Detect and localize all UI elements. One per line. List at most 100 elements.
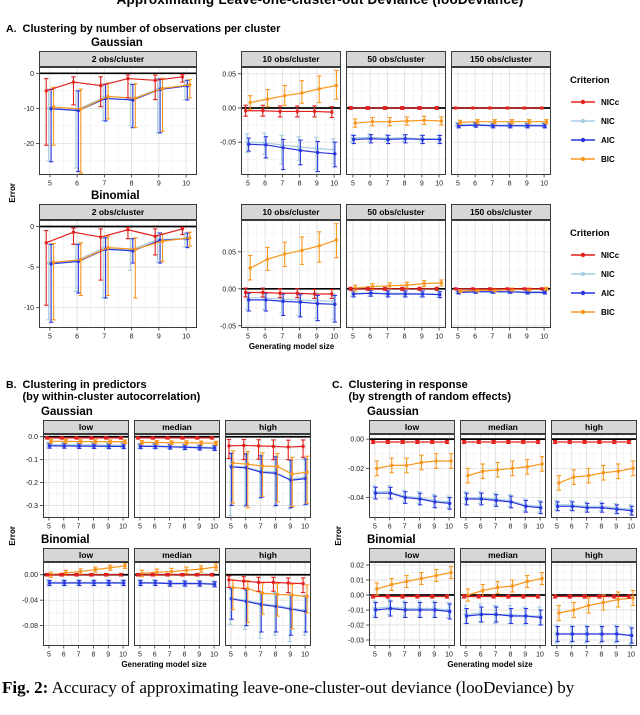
section-a-title: Clustering by number of observations per… — [22, 23, 281, 35]
facet-panel: high 5 6 7 8 9 10 — [551, 548, 637, 659]
svg-text:9: 9 — [614, 652, 618, 659]
svg-text:10: 10 — [301, 524, 309, 531]
svg-text:9: 9 — [525, 181, 529, 188]
svg-text:7: 7 — [490, 181, 494, 188]
svg-text:7: 7 — [585, 524, 589, 531]
legend-title: Criterion — [570, 75, 610, 86]
svg-text:9: 9 — [432, 652, 436, 659]
facet-panel: 50 obs/cluster 5 6 7 8 9 10 — [346, 51, 446, 188]
section-b-subtitle: (by within-cluster autocorrelation) — [22, 391, 201, 403]
facet-plot — [241, 220, 341, 328]
x-axis: 5 6 7 8 9 10 — [246, 328, 338, 341]
legend-entry-label: NICc — [601, 97, 620, 107]
facet-plot — [460, 562, 546, 646]
svg-text:0.05: 0.05 — [222, 71, 236, 78]
svg-text:7: 7 — [490, 334, 494, 341]
facet-strip-label: low — [43, 548, 129, 562]
svg-text:-10: -10 — [24, 305, 34, 312]
facet-group: 0.05 0.00 -0.05 10 obs/cluster 5 6 7 8 9 10 50 obs… — [214, 51, 556, 188]
figure-caption: Fig. 2: Accuracy of approximating leave-… — [2, 677, 638, 699]
legend-key-icon — [571, 309, 595, 315]
svg-text:8: 8 — [599, 652, 603, 659]
svg-text:0: 0 — [30, 224, 34, 231]
svg-text:6: 6 — [388, 652, 392, 659]
x-axis: 5 6 7 8 9 10 — [47, 518, 127, 531]
facet-plot — [551, 434, 637, 518]
facet-plot — [369, 434, 455, 518]
svg-text:6: 6 — [75, 334, 79, 341]
facet-panel: median 5 6 7 8 9 10 — [460, 548, 546, 659]
svg-text:5: 5 — [47, 524, 51, 531]
svg-text:7: 7 — [385, 181, 389, 188]
chart-row-b-gaussian: 0.0 -0.1 -0.2 -0.3 low 5 6 7 8 9 10 median 5 6 7 8 9 10 hi… — [19, 420, 316, 531]
x-axis: 5 6 7 8 9 10 — [229, 518, 309, 531]
svg-text:-0.3: -0.3 — [26, 503, 38, 510]
y-axis-label-column-c: Error — [332, 403, 345, 669]
svg-text:6: 6 — [153, 652, 157, 659]
svg-text:0.02: 0.02 — [350, 563, 364, 570]
svg-text:0.05: 0.05 — [222, 249, 236, 256]
svg-text:8: 8 — [403, 334, 407, 341]
section-b: B. Clustering in predictors (by within-c… — [6, 379, 316, 669]
svg-text:6: 6 — [570, 524, 574, 531]
svg-text:7: 7 — [280, 334, 284, 341]
facet-panel: low 5 6 7 8 9 10 — [43, 420, 129, 531]
svg-text:8: 8 — [508, 334, 512, 341]
facet-plot — [460, 434, 546, 518]
section-c: C. Clustering in response (by strength o… — [332, 379, 640, 669]
svg-text:9: 9 — [315, 181, 319, 188]
facet-plot — [451, 220, 551, 328]
row-label-binomial-b: Binomial — [41, 534, 90, 546]
y-axis: 0.05 0.00 -0.05 — [220, 249, 241, 330]
svg-text:6: 6 — [368, 334, 372, 341]
svg-text:-0.03: -0.03 — [348, 638, 364, 645]
svg-text:9: 9 — [197, 524, 201, 531]
svg-text:-0.1: -0.1 — [26, 457, 38, 464]
x-axis: 5 6 7 8 9 10 — [229, 646, 309, 659]
legend-key-icon — [571, 137, 595, 143]
svg-text:10: 10 — [301, 652, 309, 659]
svg-text:5: 5 — [229, 652, 233, 659]
facet-plot — [39, 220, 197, 328]
svg-text:7: 7 — [102, 334, 106, 341]
row-label-gaussian-a: Gaussian — [91, 37, 143, 49]
svg-text:10: 10 — [182, 181, 190, 188]
svg-text:6: 6 — [244, 652, 248, 659]
y-axis: 0.00 -0.04 -0.08 — [22, 572, 43, 630]
facet-strip-label: 50 obs/cluster — [346, 51, 446, 67]
svg-text:9: 9 — [197, 652, 201, 659]
legend-entry-label: BIC — [601, 307, 615, 317]
legend-entry-aic: AIC — [570, 135, 619, 145]
legend-entry-label: NIC — [601, 269, 615, 279]
y-axis-label-column-b: Error — [6, 403, 19, 669]
legend-entry-label: NIC — [601, 116, 615, 126]
x-axis: 5 6 7 8 9 10 — [48, 175, 190, 188]
svg-text:10: 10 — [445, 524, 453, 531]
svg-text:-10: -10 — [24, 106, 34, 113]
x-axis: 5 6 7 8 9 10 — [456, 175, 548, 188]
svg-text:8: 8 — [273, 652, 277, 659]
facet-panel: 150 obs/cluster 5 6 7 8 9 10 — [451, 204, 551, 341]
svg-text:5: 5 — [351, 181, 355, 188]
svg-text:5: 5 — [456, 334, 460, 341]
svg-text:-0.04: -0.04 — [22, 598, 38, 605]
svg-text:5: 5 — [47, 652, 51, 659]
chart-row-b-binomial: 0.00 -0.04 -0.08 low 5 6 7 8 9 10 median 5 6 7 8 9 10 hig… — [19, 548, 316, 659]
legend-entry-nic: NIC — [570, 269, 619, 279]
legend-entry-bic: BIC — [570, 307, 619, 317]
facet-strip-label: median — [460, 420, 546, 434]
legend-entry-nic: NIC — [570, 116, 619, 126]
svg-text:5: 5 — [464, 652, 468, 659]
facet-strip-label: low — [43, 420, 129, 434]
svg-text:9: 9 — [157, 181, 161, 188]
svg-text:6: 6 — [263, 181, 267, 188]
section-b-title: Clustering in predictors — [22, 379, 147, 391]
x-axis: 5 6 7 8 9 10 — [138, 646, 218, 659]
x-axis: 5 6 7 8 9 10 — [456, 328, 548, 341]
svg-text:8: 8 — [91, 524, 95, 531]
row-label-binomial-c: Binomial — [367, 534, 416, 546]
y-axis: 0.0 -0.1 -0.2 -0.3 — [26, 434, 43, 510]
svg-text:5: 5 — [555, 652, 559, 659]
facet-group: 0.0 -0.1 -0.2 -0.3 low 5 6 7 8 9 10 median 5 6 7 8 9 10 hi… — [19, 420, 316, 531]
